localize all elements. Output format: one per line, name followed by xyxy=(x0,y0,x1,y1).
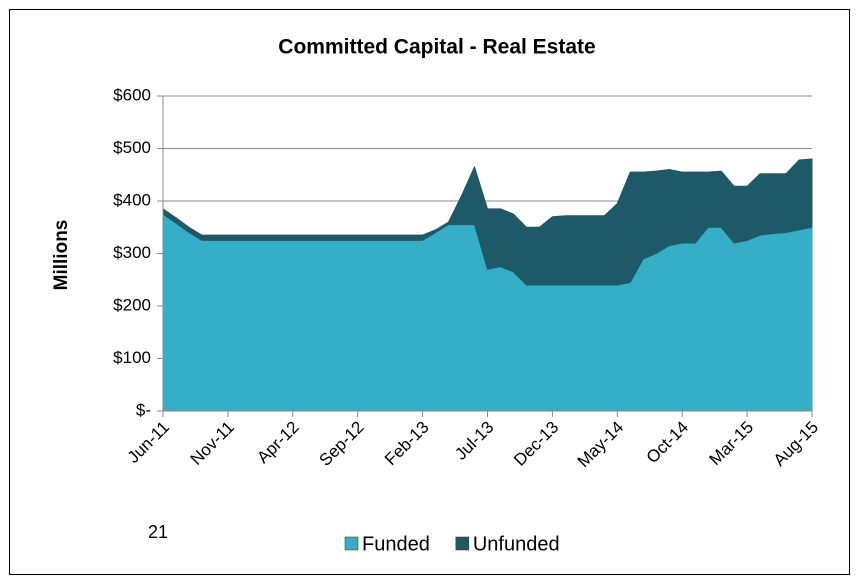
y-tick-label: $100 xyxy=(113,348,151,367)
y-tick-label: $400 xyxy=(113,190,151,209)
legend-label: Funded xyxy=(362,533,430,555)
y-axis-label: Millions xyxy=(51,220,72,291)
y-tick-label: $200 xyxy=(113,295,151,314)
y-tick-label: $600 xyxy=(113,85,151,104)
y-tick-label: $500 xyxy=(113,138,151,157)
y-tick-label: $- xyxy=(136,400,151,419)
page-number: 21 xyxy=(148,522,168,542)
chart-title: Committed Capital - Real Estate xyxy=(278,36,595,59)
legend-swatch xyxy=(344,536,359,551)
y-tick-label: $300 xyxy=(113,243,151,262)
area-1 xyxy=(162,158,813,286)
legend-label: Unfunded xyxy=(473,533,560,555)
legend-swatch xyxy=(455,536,470,551)
